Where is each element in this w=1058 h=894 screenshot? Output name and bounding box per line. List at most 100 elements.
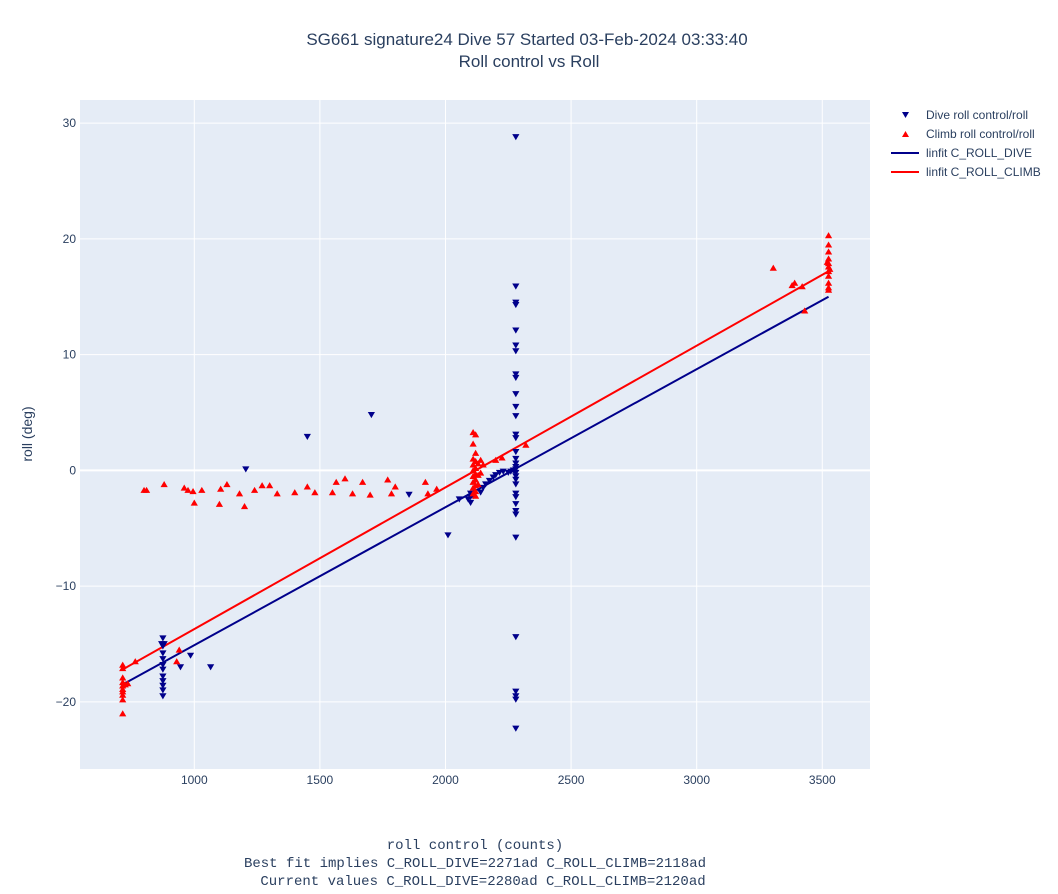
y-tick-label: −10: [56, 579, 77, 593]
climb-data-point: [472, 487, 480, 495]
legend-dive-marker-icon: [902, 112, 909, 118]
tick-labels: 1000 1500 2000 2500 3000 3500 −20 −10 0 10 20 30: [56, 116, 836, 787]
climb-data-point: [391, 483, 399, 490]
dive-data-point: [159, 678, 167, 685]
dive-data-point: [477, 489, 485, 496]
climb-data-point: [387, 490, 396, 497]
series-layer: [119, 134, 834, 732]
climb-data-point: [421, 478, 429, 485]
x-axis-note-current-values: Current values C_ROLL_DIVE=2280ad C_ROLL…: [260, 874, 705, 890]
y-tick-label: 10: [63, 348, 77, 362]
climb-data-point: [472, 449, 480, 456]
climb-data-point: [472, 431, 480, 438]
dive-data-point: [512, 469, 520, 476]
dive-data-point: [512, 413, 520, 420]
x-tick-label: 1500: [307, 773, 334, 787]
climb-data-point: [119, 691, 127, 698]
x-tick-label: 2500: [558, 773, 585, 787]
climb-data-point: [258, 482, 266, 489]
climb-data-point: [477, 469, 485, 476]
y-tick-label: 30: [63, 116, 77, 130]
grid: [80, 100, 870, 769]
climb-data-point: [366, 491, 374, 498]
x-tick-label: 3500: [809, 773, 836, 787]
climb-data-point: [824, 272, 833, 279]
climb-data-point: [189, 487, 197, 495]
dive-data-point: [159, 673, 167, 680]
dive-data-point: [512, 327, 520, 334]
dive-data-point: [512, 481, 520, 488]
dive-data-point: [512, 301, 520, 309]
climb-data-point: [791, 279, 799, 286]
climb-data-point: [824, 248, 833, 255]
dive-data-point: [455, 496, 463, 503]
climb-data-point: [824, 241, 833, 248]
climb-data-point: [119, 710, 127, 717]
dive-data-point: [512, 693, 520, 700]
y-tick-label: 20: [63, 232, 77, 246]
climb-data-point: [522, 441, 530, 448]
dive-data-point: [512, 374, 520, 382]
dive-data-point: [512, 501, 520, 508]
x-tick-label: 2000: [432, 773, 459, 787]
dive-data-point: [160, 641, 168, 648]
dive-data-point: [367, 411, 375, 419]
climb-data-point: [142, 486, 151, 493]
dive-data-point: [512, 725, 520, 732]
climb-data-point: [824, 232, 833, 239]
climb-data-point: [291, 489, 299, 496]
dive-data-point: [512, 460, 520, 467]
dive-data-point: [512, 466, 520, 473]
dive-data-point: [512, 431, 520, 438]
dive-data-point: [186, 652, 195, 659]
dive-data-point: [444, 532, 452, 539]
climb-data-point: [474, 481, 482, 488]
climb-data-point: [215, 500, 224, 507]
dive-data-point: [512, 534, 520, 541]
climb-data-point: [266, 482, 274, 489]
dive-data-point: [159, 661, 167, 669]
climb-data-point: [801, 307, 809, 314]
dive-data-point: [512, 508, 520, 515]
climb-data-point: [250, 486, 259, 493]
climb-data-point: [348, 490, 357, 497]
climb-data-point: [311, 489, 319, 496]
dive-data-point: [512, 448, 520, 456]
dive-data-point: [512, 455, 520, 463]
dive-data-point: [207, 664, 215, 671]
climb-data-point: [160, 481, 168, 488]
dive-data-point: [512, 634, 520, 641]
climb-data-point: [474, 460, 482, 467]
climb-data-point: [328, 489, 337, 496]
dive-data-point: [159, 666, 167, 673]
climb-data-point: [798, 283, 806, 290]
climb-data-point: [175, 646, 183, 653]
legend-item-climb-linfit[interactable]: linfit C_ROLL_CLIMB: [891, 165, 1041, 179]
climb-data-point: [180, 484, 188, 491]
dive-data-point: [512, 494, 520, 501]
dive-data-point: [159, 635, 167, 642]
climb-data-point: [119, 661, 127, 668]
legend-label-climb-markers: Climb roll control/roll: [926, 127, 1035, 141]
x-axis-note-best-fit: Best fit implies C_ROLL_DIVE=2271ad C_RO…: [244, 856, 706, 872]
climb-data-point: [823, 258, 831, 265]
climb-data-point: [826, 265, 834, 272]
x-axis-title: roll control (counts): [387, 838, 563, 854]
dive-data-point: [159, 687, 167, 694]
x-tick-label: 1000: [181, 773, 208, 787]
climb-data-point: [217, 485, 225, 492]
climb-data-point: [424, 490, 432, 497]
legend-item-dive-linfit[interactable]: linfit C_ROLL_DIVE: [891, 146, 1032, 160]
climb-data-point: [472, 464, 480, 471]
dive-data-point: [159, 656, 167, 663]
climb-data-point: [235, 490, 244, 497]
dive-data-point: [159, 682, 167, 689]
legend-item-climb-markers[interactable]: Climb roll control/roll: [902, 127, 1035, 141]
y-tick-label: 0: [69, 463, 76, 477]
legend-item-dive-markers[interactable]: Dive roll control/roll: [902, 108, 1028, 122]
dive-data-point: [512, 348, 520, 355]
legend-label-climb-linfit: linfit C_ROLL_CLIMB: [926, 165, 1041, 179]
climb-data-point: [824, 286, 833, 293]
dive-data-point: [242, 466, 250, 473]
climb-data-point: [332, 478, 340, 485]
